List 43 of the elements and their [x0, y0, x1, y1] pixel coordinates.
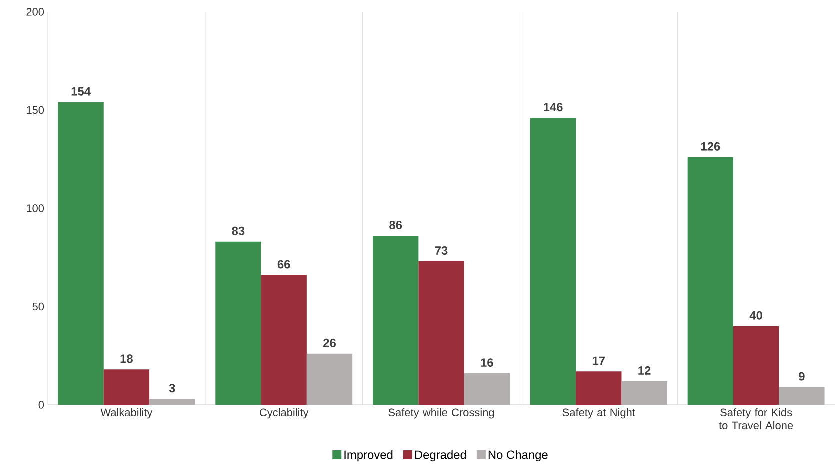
data-label: 154 — [72, 88, 91, 96]
bar — [530, 118, 576, 405]
bar — [216, 242, 262, 405]
bar — [464, 374, 510, 405]
data-label: 66 — [278, 260, 290, 269]
data-label: 146 — [544, 103, 563, 112]
legend-label: Improved — [344, 450, 393, 462]
y-tick-label: 0 — [38, 401, 44, 409]
y-tick-label: 50 — [32, 302, 44, 311]
legend-label: Degraded — [415, 450, 466, 462]
bar — [418, 262, 464, 405]
data-label: 9 — [799, 372, 805, 381]
bar — [779, 387, 825, 405]
data-label: 83 — [232, 226, 245, 236]
data-label: 17 — [593, 356, 606, 366]
x-tick-label: Safety for Kids to Travel Alone — [719, 408, 794, 430]
data-label: 86 — [390, 221, 402, 230]
data-label: 12 — [638, 366, 651, 375]
legend-label: No Change — [488, 450, 548, 462]
bar — [373, 236, 419, 405]
data-label: 3 — [169, 384, 176, 393]
y-tick-label: 200 — [26, 8, 44, 16]
y-tick-label: 100 — [27, 204, 44, 212]
data-label: 40 — [750, 311, 762, 320]
data-label: 18 — [120, 354, 133, 364]
x-tick-label: Cyclability — [260, 408, 309, 419]
bar — [622, 381, 668, 405]
data-label: 126 — [701, 142, 720, 151]
x-tick-label: Safety at Night — [562, 408, 636, 419]
bar — [104, 370, 150, 405]
data-label: 16 — [481, 358, 494, 368]
y-tick-label: 150 — [27, 106, 44, 114]
bar — [261, 275, 307, 405]
bar — [58, 102, 104, 405]
bar — [150, 399, 196, 405]
x-tick-label: Walkability — [100, 408, 153, 419]
data-label: 26 — [324, 338, 336, 348]
bar — [688, 157, 734, 405]
x-tick-label: Safety while Crossing — [388, 408, 494, 419]
data-label: 73 — [435, 246, 448, 256]
bar — [306, 354, 353, 405]
bar — [733, 326, 780, 405]
bar — [576, 372, 622, 405]
